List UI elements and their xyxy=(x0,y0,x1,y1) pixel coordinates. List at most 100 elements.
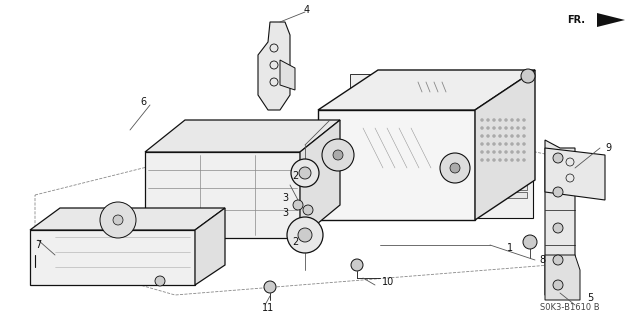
Circle shape xyxy=(493,143,495,145)
Circle shape xyxy=(511,143,513,145)
Polygon shape xyxy=(597,13,625,27)
Bar xyxy=(297,215,309,230)
Circle shape xyxy=(481,159,483,161)
Text: 1: 1 xyxy=(507,243,513,253)
Text: 4: 4 xyxy=(304,5,310,15)
Polygon shape xyxy=(545,140,575,295)
Bar xyxy=(432,187,446,195)
Bar xyxy=(482,184,527,190)
Circle shape xyxy=(511,151,513,153)
Bar xyxy=(360,199,374,206)
Bar xyxy=(350,128,358,138)
Bar xyxy=(450,187,464,195)
Polygon shape xyxy=(195,208,225,285)
Circle shape xyxy=(499,151,502,153)
Text: 7: 7 xyxy=(35,240,41,250)
Circle shape xyxy=(499,159,502,161)
Circle shape xyxy=(516,127,520,130)
Polygon shape xyxy=(280,60,295,90)
Circle shape xyxy=(100,202,136,238)
Bar xyxy=(415,74,460,102)
Circle shape xyxy=(516,143,520,145)
Circle shape xyxy=(299,167,311,179)
Circle shape xyxy=(553,153,563,163)
Circle shape xyxy=(504,127,508,130)
Circle shape xyxy=(481,135,483,137)
Circle shape xyxy=(522,118,525,122)
Polygon shape xyxy=(145,120,340,152)
Circle shape xyxy=(291,159,319,187)
Circle shape xyxy=(511,159,513,161)
Circle shape xyxy=(521,69,535,83)
Bar xyxy=(378,199,392,206)
Circle shape xyxy=(504,159,508,161)
Text: 2: 2 xyxy=(292,237,298,247)
Bar xyxy=(360,175,374,183)
Bar xyxy=(482,176,527,182)
Circle shape xyxy=(504,143,508,145)
Circle shape xyxy=(553,280,563,290)
Polygon shape xyxy=(30,208,225,230)
Bar xyxy=(482,168,527,174)
Text: 5: 5 xyxy=(587,293,593,303)
Circle shape xyxy=(155,276,165,286)
Circle shape xyxy=(493,127,495,130)
Circle shape xyxy=(516,135,520,137)
Polygon shape xyxy=(258,22,290,110)
Text: 2: 2 xyxy=(292,171,298,181)
Circle shape xyxy=(516,118,520,122)
Text: 10: 10 xyxy=(382,277,394,287)
Circle shape xyxy=(504,135,508,137)
Circle shape xyxy=(481,151,483,153)
Text: 6: 6 xyxy=(140,97,146,107)
Bar xyxy=(297,155,309,170)
Polygon shape xyxy=(300,120,340,238)
Bar xyxy=(450,175,464,183)
Circle shape xyxy=(351,259,363,271)
Circle shape xyxy=(499,118,502,122)
Text: FR.: FR. xyxy=(567,15,585,25)
Circle shape xyxy=(504,151,508,153)
Circle shape xyxy=(553,223,563,233)
Circle shape xyxy=(298,228,312,242)
Circle shape xyxy=(481,118,483,122)
Circle shape xyxy=(333,150,343,160)
Circle shape xyxy=(440,153,470,183)
Bar xyxy=(432,175,446,183)
Circle shape xyxy=(493,151,495,153)
Circle shape xyxy=(516,151,520,153)
Bar xyxy=(350,142,358,152)
Bar xyxy=(396,187,410,195)
Circle shape xyxy=(486,135,490,137)
Circle shape xyxy=(522,159,525,161)
Bar xyxy=(350,74,405,102)
Circle shape xyxy=(486,143,490,145)
Circle shape xyxy=(511,127,513,130)
Circle shape xyxy=(287,217,323,253)
Bar xyxy=(396,175,410,183)
Polygon shape xyxy=(30,230,195,285)
Circle shape xyxy=(303,205,313,215)
Polygon shape xyxy=(545,148,605,200)
Polygon shape xyxy=(545,255,580,300)
Circle shape xyxy=(523,235,537,249)
Bar xyxy=(482,192,527,198)
Text: 3: 3 xyxy=(282,193,288,203)
Bar xyxy=(152,207,187,227)
Text: S0K3-B1610 B: S0K3-B1610 B xyxy=(540,303,600,313)
Text: 3: 3 xyxy=(282,208,288,218)
Circle shape xyxy=(481,127,483,130)
Circle shape xyxy=(486,151,490,153)
Bar xyxy=(396,199,410,206)
Bar xyxy=(360,187,374,195)
Circle shape xyxy=(493,159,495,161)
Circle shape xyxy=(481,143,483,145)
Circle shape xyxy=(486,118,490,122)
Bar xyxy=(378,175,392,183)
Bar xyxy=(152,155,187,175)
Bar xyxy=(378,187,392,195)
Circle shape xyxy=(522,151,525,153)
Bar xyxy=(350,156,358,166)
Text: 9: 9 xyxy=(605,143,611,153)
Bar xyxy=(414,187,428,195)
